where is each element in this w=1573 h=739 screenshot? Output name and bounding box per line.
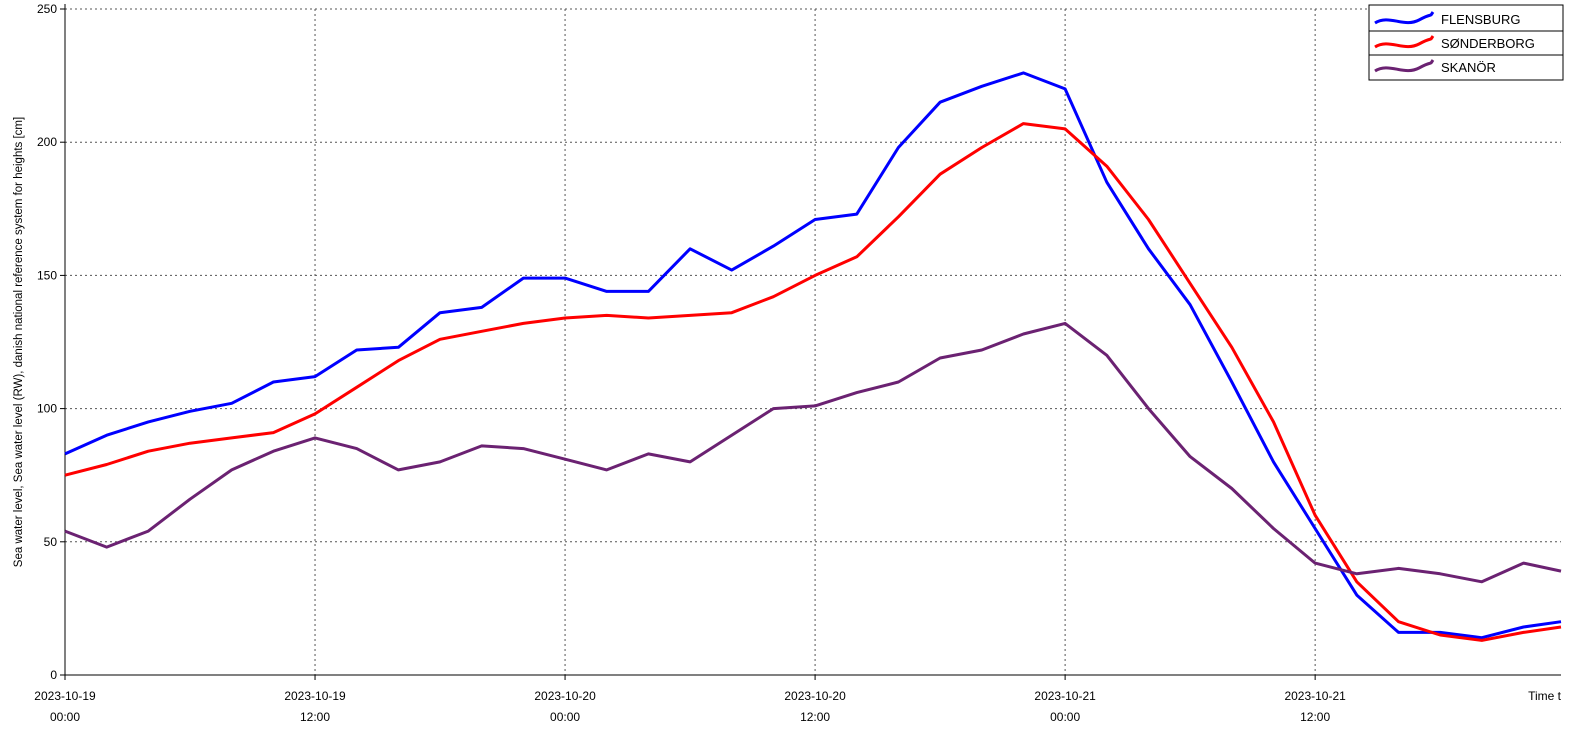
series-line — [64, 122, 1562, 642]
x-tick-label: 2023-10-20 00:00 — [534, 689, 596, 724]
series-line — [64, 321, 1562, 584]
legend-swatch — [1374, 35, 1435, 49]
legend-swatch — [1374, 59, 1435, 73]
x-tick-label: 2023-10-19 12:00 — [284, 689, 346, 724]
y-tick-label: 100 — [37, 402, 57, 416]
y-tick-label: 50 — [44, 535, 58, 549]
x-tick-label: 2023-10-21 00:00 — [1034, 689, 1096, 724]
y-tick-label: 0 — [50, 668, 57, 682]
y-tick-label: 200 — [37, 135, 57, 149]
legend-label: FLENSBURG — [1441, 12, 1520, 27]
y-tick-label: 150 — [37, 268, 57, 282]
legend-swatch — [1374, 11, 1435, 25]
y-axis-label: Sea water level, Sea water level (RW), d… — [13, 117, 25, 567]
legend: FLENSBURG SØNDERBORG SKANÖR — [1368, 4, 1564, 81]
y-tick-label: 250 — [37, 2, 57, 16]
x-tick-label: 2023-10-21 12:00 — [1284, 689, 1346, 724]
legend-box — [1368, 4, 1564, 81]
legend-label: SØNDERBORG — [1441, 36, 1535, 51]
x-tick-label: 2023-10-20 12:00 — [784, 689, 846, 724]
x-axis-label: Time t — [1528, 689, 1562, 703]
x-tick-label: 2023-10-19 00:00 — [34, 689, 96, 724]
legend-label: SKANÖR — [1441, 60, 1496, 75]
series-line — [64, 71, 1562, 640]
